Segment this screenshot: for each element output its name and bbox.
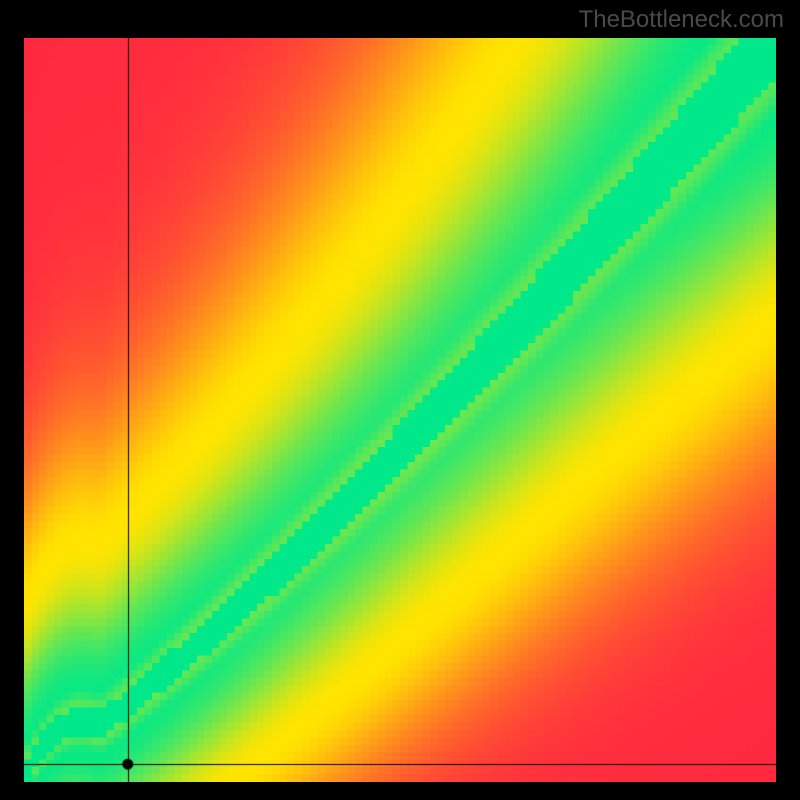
- chart-container: TheBottleneck.com: [0, 0, 800, 800]
- bottleneck-heatmap: [24, 38, 776, 782]
- attribution-text: TheBottleneck.com: [579, 6, 784, 34]
